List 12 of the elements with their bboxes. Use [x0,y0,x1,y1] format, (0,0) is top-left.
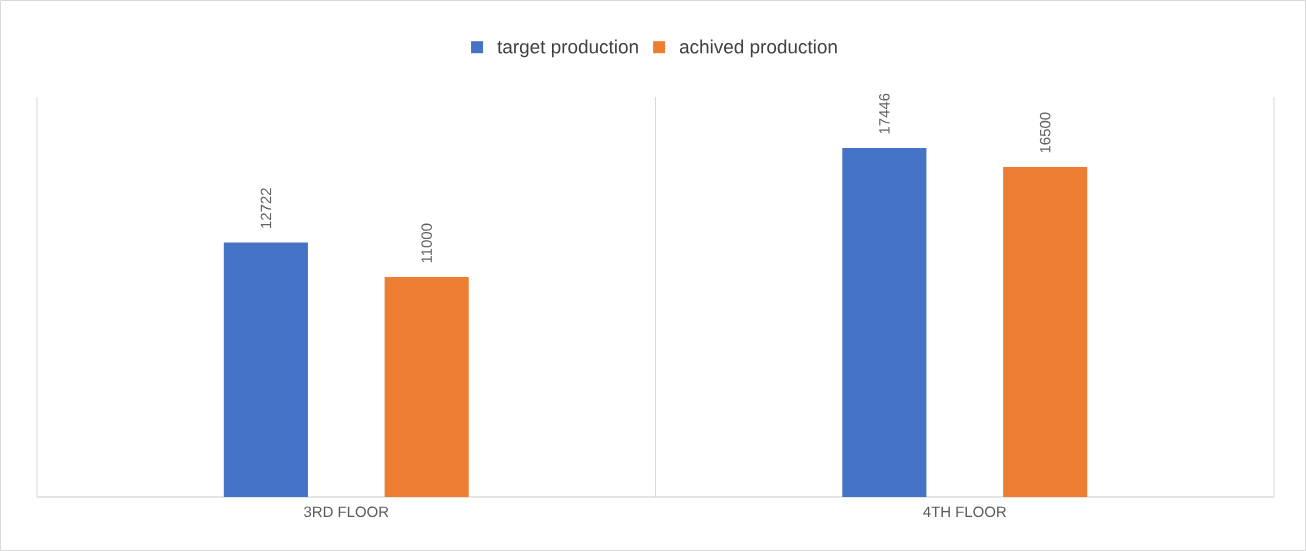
bar [384,276,469,497]
data-label: 17446 [879,93,890,134]
x-tick-label: 3RD FLOOR [304,506,389,518]
x-tick-label: 4TH FLOOR [923,506,1006,518]
bar [842,148,927,497]
legend-label: achived production [679,39,837,58]
bar [223,242,308,497]
bar [1003,166,1088,497]
data-label: 11000 [421,223,432,263]
data-label: 12722 [260,188,272,228]
legend-label: target production [497,39,638,58]
data-label: 16500 [1039,112,1051,153]
